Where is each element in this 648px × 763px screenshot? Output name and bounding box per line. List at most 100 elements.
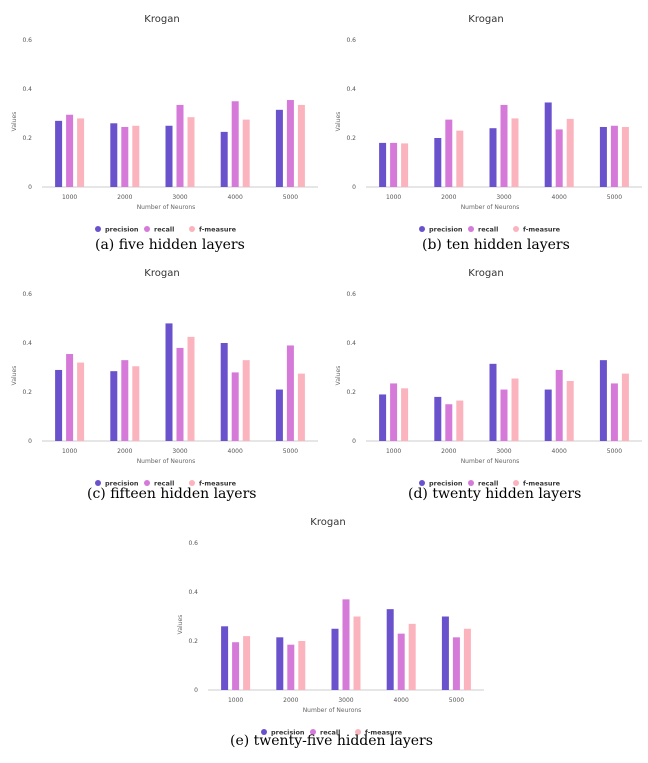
bar-recall-3000	[176, 104, 184, 187]
bar-recall-2000	[445, 404, 453, 441]
x-tick-label: 1000	[228, 697, 243, 704]
legend-marker-precision	[419, 480, 425, 486]
bar-recall-1000	[66, 354, 74, 441]
bar-f-measure-5000	[621, 126, 629, 187]
chart-title: Krogan	[468, 268, 503, 279]
bar-f-measure-5000	[297, 104, 305, 187]
bar-recall-2000	[121, 360, 129, 441]
bar-precision-1000	[55, 369, 63, 441]
y-tick-label: 0	[28, 184, 32, 191]
legend-label-precision: precision	[105, 226, 139, 234]
bar-recall-3000	[500, 104, 508, 187]
legend-marker-precision	[95, 480, 101, 486]
bar-f-measure-4000	[566, 380, 574, 441]
bar-f-measure-3000	[187, 336, 195, 441]
x-tick-label: 1000	[62, 194, 77, 201]
x-tick-label: 2000	[441, 194, 456, 201]
legend-marker-precision	[261, 729, 267, 735]
x-axis-label: Number of Neurons	[461, 458, 520, 465]
chart-twenty-five-hidden-layers: Krogan 0 0.2 0.4 0.6 Values 1000 2000 3000 4000 50…	[166, 503, 490, 763]
legend-marker-recall	[144, 480, 150, 486]
y-axis-label: Values	[335, 112, 342, 132]
x-tick-label: 4000	[228, 448, 243, 455]
y-tick-label: 0.4	[188, 589, 198, 596]
bar-f-measure-3000	[511, 118, 519, 187]
chart-svg: Krogan 0 0.2 0.4 0.6 Values 1000 2000 3000 4000 50…	[335, 14, 642, 234]
chart-svg: Krogan 0 0.2 0.4 0.6 Values 1000 2000 3000 4000 50…	[177, 517, 484, 737]
bar-precision-1000	[221, 626, 229, 690]
legend-label-f-measure: f-measure	[365, 729, 403, 737]
y-tick-label: 0.4	[22, 86, 32, 93]
legend-marker-f-measure	[189, 226, 195, 232]
legend-label-recall: recall	[478, 226, 498, 234]
legend-label-f-measure: f-measure	[199, 226, 237, 234]
bar-precision-3000	[165, 323, 173, 441]
chart-svg: Krogan 0 0.2 0.4 0.6 Values 1000 2000 3000 4000 50…	[11, 14, 318, 234]
bar-f-measure-4000	[408, 623, 416, 690]
y-axis-label: Values	[11, 112, 18, 132]
bar-f-measure-2000	[456, 130, 464, 187]
bar-precision-3000	[331, 628, 339, 690]
x-axis-label: Number of Neurons	[303, 707, 362, 714]
bar-precision-5000	[599, 126, 607, 187]
bar-f-measure-4000	[242, 119, 250, 187]
bar-precision-3000	[489, 128, 497, 187]
x-tick-label: 4000	[394, 697, 409, 704]
x-tick-label: 3000	[172, 448, 187, 455]
y-tick-label: 0.2	[22, 389, 32, 396]
bar-recall-5000	[610, 383, 618, 441]
bar-precision-5000	[275, 389, 283, 441]
legend-marker-f-measure	[513, 480, 519, 486]
chart-fifteen-hidden-layers: Krogan 0 0.2 0.4 0.6 Values 1000 2000 3000 4000 50…	[0, 254, 324, 514]
bar-precision-3000	[165, 125, 173, 187]
bar-precision-4000	[544, 102, 552, 187]
bar-recall-1000	[232, 642, 240, 690]
bar-precision-2000	[434, 396, 442, 441]
chart-svg: Krogan 0 0.2 0.4 0.6 Values 1000 2000 3000 4000 50…	[335, 268, 642, 488]
x-tick-label: 1000	[386, 194, 401, 201]
bar-recall-1000	[66, 114, 74, 187]
bar-precision-1000	[379, 394, 387, 441]
y-tick-label: 0.6	[22, 291, 32, 298]
caption-twenty-five-hidden-layers: (e) twenty-five hidden layers	[230, 733, 433, 749]
bar-f-measure-3000	[511, 378, 519, 441]
x-tick-label: 5000	[449, 697, 464, 704]
y-tick-label: 0	[194, 687, 198, 694]
chart-title: Krogan	[468, 14, 503, 25]
caption-ten-hidden-layers: (b) ten hidden layers	[422, 237, 570, 253]
x-tick-label: 3000	[496, 448, 511, 455]
x-tick-label: 5000	[283, 448, 298, 455]
y-tick-label: 0.6	[22, 37, 32, 44]
legend-label-precision: precision	[429, 480, 463, 488]
bar-recall-2000	[287, 644, 295, 690]
chart-title: Krogan	[144, 268, 179, 279]
bar-precision-1000	[379, 142, 387, 187]
bar-recall-4000	[555, 129, 563, 187]
bar-f-measure-1000	[77, 362, 85, 441]
bar-f-measure-5000	[621, 373, 629, 441]
x-tick-label: 3000	[338, 697, 353, 704]
bar-precision-2000	[434, 138, 442, 187]
bar-f-measure-4000	[566, 118, 574, 187]
bar-precision-4000	[544, 389, 552, 441]
caption-fifteen-hidden-layers: (c) fifteen hidden layers	[87, 486, 257, 502]
legend-label-f-measure: f-measure	[199, 480, 237, 488]
legend-label-recall: recall	[154, 480, 174, 488]
bar-f-measure-5000	[297, 373, 305, 441]
bar-recall-4000	[397, 633, 405, 690]
y-tick-label: 0.4	[346, 86, 356, 93]
caption-twenty-hidden-layers: (d) twenty hidden layers	[408, 486, 582, 502]
x-tick-label: 4000	[552, 194, 567, 201]
x-tick-label: 5000	[607, 194, 622, 201]
bar-precision-4000	[220, 131, 228, 187]
bar-f-measure-3000	[353, 616, 361, 690]
y-tick-label: 0	[352, 438, 356, 445]
bar-recall-5000	[286, 100, 294, 187]
y-tick-label: 0.4	[22, 340, 32, 347]
y-tick-label: 0.2	[22, 135, 32, 142]
bar-precision-4000	[220, 343, 228, 441]
legend-marker-f-measure	[355, 729, 361, 735]
bar-recall-5000	[610, 125, 618, 187]
y-axis-label: Values	[335, 366, 342, 386]
y-tick-label: 0	[28, 438, 32, 445]
